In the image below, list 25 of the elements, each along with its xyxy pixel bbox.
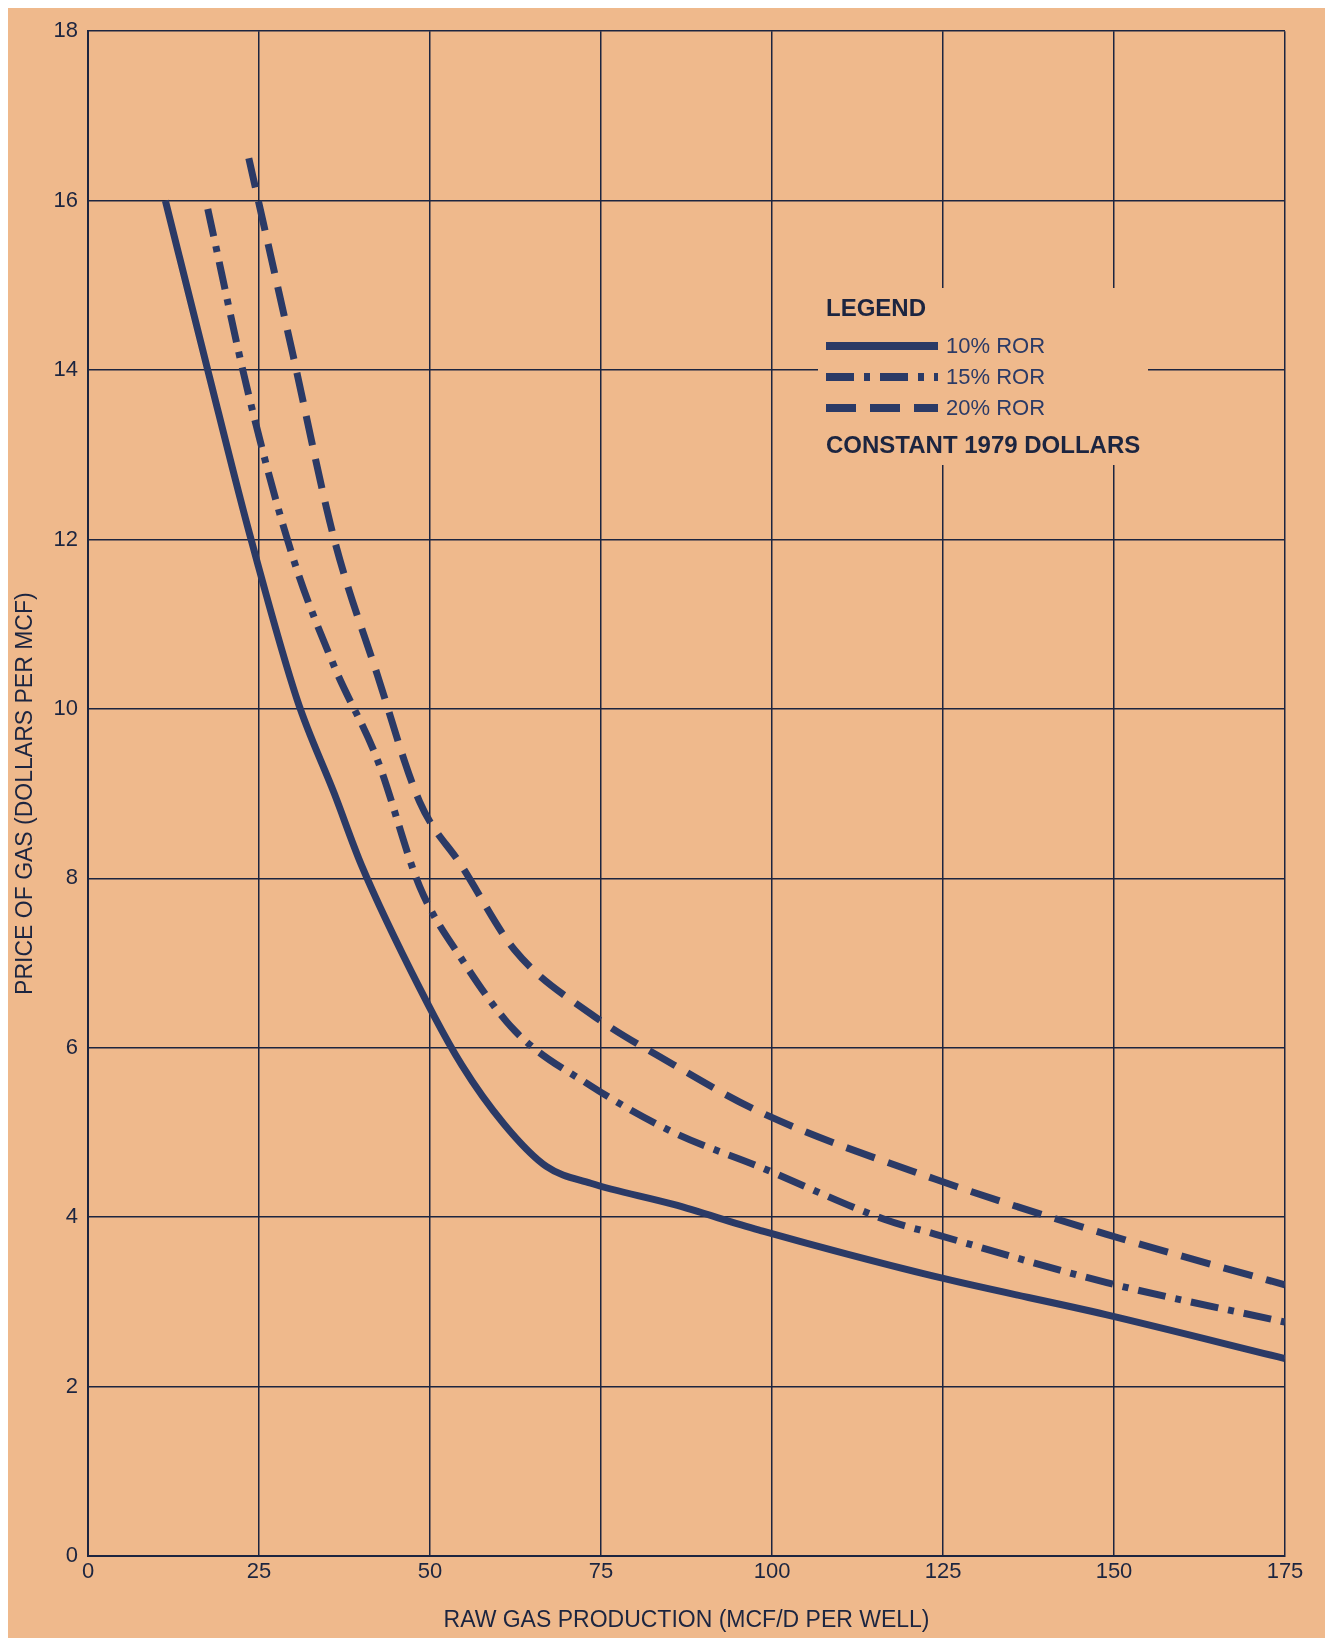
- x-tick-label: 125: [924, 1558, 962, 1584]
- y-tick-label: 14: [53, 356, 79, 382]
- legend-label: 15% ROR: [946, 363, 1046, 390]
- y-axis-title: PRICE OF GAS (DOLLARS PER MCF): [11, 592, 38, 995]
- y-tick-label: 2: [65, 1372, 79, 1398]
- x-tick-label: 25: [246, 1558, 272, 1584]
- x-tick-label: 75: [588, 1558, 614, 1584]
- x-tick-label: 150: [1095, 1558, 1133, 1584]
- y-tick-label: 6: [65, 1033, 79, 1059]
- x-tick-label: 0: [81, 1558, 95, 1584]
- legend-label: 20% ROR: [946, 394, 1046, 421]
- legend-title: LEGEND: [826, 294, 927, 322]
- y-tick-label: 0: [65, 1542, 79, 1568]
- x-axis-title: RAW GAS PRODUCTION (MCF/D PER WELL): [443, 1605, 930, 1632]
- y-tick-label: 8: [65, 864, 79, 890]
- y-tick-label: 10: [53, 694, 79, 720]
- y-tick-label: 18: [53, 17, 79, 43]
- y-tick-label: 16: [53, 186, 79, 212]
- x-tick-label: 175: [1266, 1558, 1304, 1584]
- y-tick-label: 12: [53, 525, 79, 551]
- y-tick-label: 4: [65, 1203, 79, 1229]
- x-tick-label: 50: [417, 1558, 443, 1584]
- legend-label: 10% ROR: [946, 332, 1046, 359]
- x-tick-label: 100: [753, 1558, 791, 1584]
- annotation: CONSTANT 1979 DOLLARS: [826, 431, 1141, 459]
